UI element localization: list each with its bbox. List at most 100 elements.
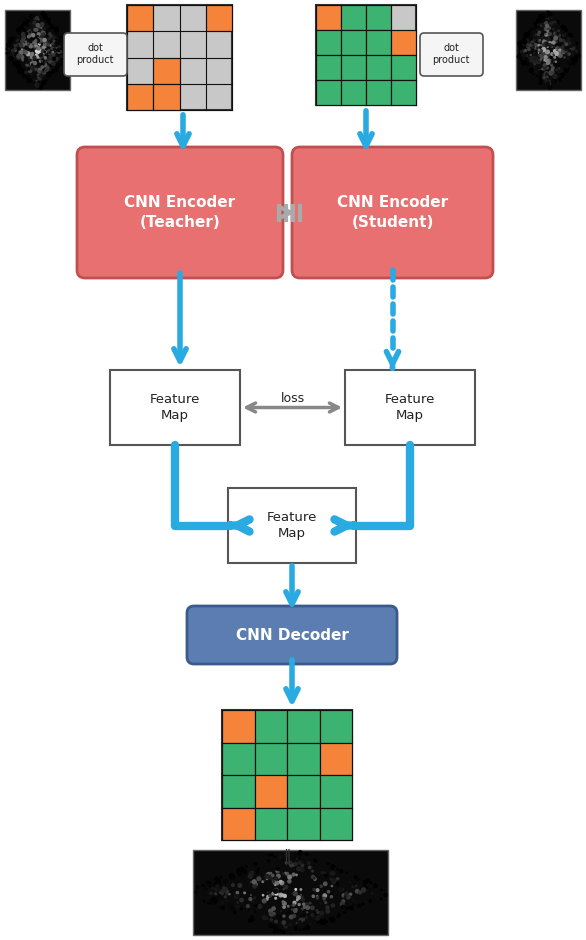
Circle shape — [346, 907, 349, 910]
Circle shape — [527, 57, 530, 60]
Circle shape — [10, 45, 12, 48]
Circle shape — [297, 867, 301, 870]
Circle shape — [34, 45, 36, 48]
Circle shape — [241, 876, 244, 878]
Circle shape — [351, 907, 353, 910]
Circle shape — [25, 23, 28, 26]
Circle shape — [275, 877, 277, 880]
Bar — [206, 5, 232, 31]
Circle shape — [550, 37, 551, 38]
Circle shape — [322, 919, 323, 920]
Circle shape — [536, 59, 540, 63]
Circle shape — [267, 896, 269, 898]
Circle shape — [17, 55, 21, 58]
Circle shape — [46, 67, 49, 70]
Circle shape — [331, 885, 332, 886]
Circle shape — [58, 51, 60, 54]
Circle shape — [569, 53, 570, 54]
Circle shape — [554, 80, 556, 83]
Circle shape — [61, 55, 65, 58]
Circle shape — [236, 905, 239, 908]
Bar — [193, 850, 388, 935]
Circle shape — [545, 28, 547, 31]
Circle shape — [548, 41, 551, 45]
Circle shape — [20, 52, 22, 55]
Circle shape — [331, 879, 332, 880]
Circle shape — [19, 65, 20, 67]
Circle shape — [23, 39, 26, 41]
Circle shape — [576, 55, 578, 56]
Circle shape — [67, 47, 69, 49]
Circle shape — [212, 898, 216, 901]
Circle shape — [522, 55, 524, 57]
Circle shape — [303, 903, 305, 905]
Circle shape — [232, 883, 234, 885]
Circle shape — [250, 909, 254, 913]
Circle shape — [242, 870, 244, 872]
Circle shape — [530, 42, 532, 44]
Circle shape — [572, 48, 574, 50]
Circle shape — [53, 57, 55, 60]
Circle shape — [45, 16, 47, 19]
Circle shape — [248, 874, 252, 878]
Bar — [254, 710, 287, 743]
Circle shape — [321, 919, 324, 923]
Circle shape — [561, 72, 564, 75]
Circle shape — [19, 68, 23, 71]
Circle shape — [560, 50, 564, 53]
Circle shape — [266, 874, 268, 876]
Circle shape — [519, 50, 522, 53]
Circle shape — [544, 14, 547, 17]
Circle shape — [30, 66, 32, 68]
Circle shape — [545, 14, 549, 18]
Circle shape — [28, 52, 30, 54]
Circle shape — [523, 51, 525, 52]
Circle shape — [533, 66, 536, 69]
Circle shape — [40, 75, 43, 78]
Circle shape — [42, 33, 45, 36]
Circle shape — [297, 896, 300, 900]
Circle shape — [562, 31, 564, 33]
Circle shape — [317, 916, 321, 919]
Circle shape — [40, 49, 43, 52]
Circle shape — [253, 897, 255, 899]
Circle shape — [38, 82, 41, 85]
Circle shape — [62, 46, 64, 48]
Circle shape — [534, 67, 536, 69]
Circle shape — [45, 45, 46, 46]
Circle shape — [566, 39, 570, 43]
Circle shape — [532, 31, 533, 33]
Circle shape — [227, 882, 230, 885]
Circle shape — [539, 63, 542, 67]
Circle shape — [534, 63, 536, 65]
Circle shape — [48, 70, 50, 73]
Circle shape — [272, 880, 275, 883]
Circle shape — [25, 43, 27, 45]
Circle shape — [352, 885, 354, 887]
Circle shape — [263, 895, 264, 896]
Circle shape — [42, 71, 43, 72]
Circle shape — [275, 920, 277, 923]
Circle shape — [572, 46, 575, 50]
Circle shape — [530, 53, 532, 55]
Circle shape — [547, 46, 548, 47]
Circle shape — [521, 53, 523, 55]
Circle shape — [567, 53, 570, 55]
Circle shape — [530, 43, 533, 46]
Circle shape — [60, 56, 62, 58]
Circle shape — [356, 889, 359, 893]
Circle shape — [277, 929, 278, 931]
Circle shape — [35, 68, 38, 70]
Circle shape — [526, 63, 529, 66]
Circle shape — [39, 29, 41, 31]
Circle shape — [313, 888, 315, 890]
Circle shape — [306, 927, 309, 930]
Circle shape — [272, 907, 275, 910]
Circle shape — [251, 916, 253, 917]
Circle shape — [320, 885, 322, 887]
Circle shape — [524, 54, 528, 57]
Circle shape — [22, 59, 23, 61]
Circle shape — [41, 50, 45, 54]
Circle shape — [284, 885, 288, 889]
Circle shape — [562, 68, 564, 70]
